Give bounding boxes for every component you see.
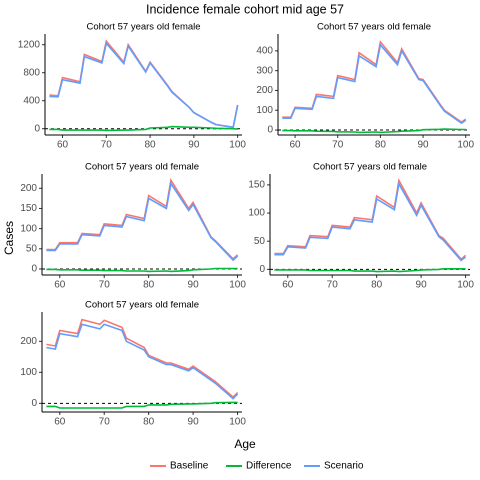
x-tick-label: 100 (229, 280, 246, 291)
series-line (49, 41, 239, 129)
x-tick-label: 100 (229, 417, 246, 428)
x-tick-label: 70 (101, 140, 113, 151)
series-line (274, 268, 466, 273)
x-tick-label: 80 (143, 417, 155, 428)
x-tick-label: 80 (375, 140, 387, 151)
x-tick-label: 70 (99, 417, 111, 428)
x-tick-label: 80 (371, 280, 383, 291)
y-tick-label: 200 (20, 336, 37, 347)
x-tick-label: 90 (188, 280, 200, 291)
x-tick-label: 100 (457, 280, 474, 291)
y-tick-label: 0 (267, 125, 273, 136)
x-tick-label: 60 (54, 280, 66, 291)
x-tick-label: 90 (188, 417, 200, 428)
series-line (282, 43, 467, 125)
y-tick-label: 800 (23, 67, 40, 78)
legend-label: Scenario (324, 461, 364, 472)
x-tick-label: 90 (418, 140, 430, 151)
y-tick-label: 400 (256, 45, 273, 56)
y-tick-label: 150 (248, 180, 265, 191)
y-tick-label: 200 (20, 183, 37, 194)
y-tick-label: 100 (256, 105, 273, 116)
x-tick-label: 70 (327, 280, 339, 291)
series-line (46, 318, 239, 399)
panel-title: Cohort 57 years old female (86, 22, 200, 33)
y-tick-label: 300 (256, 65, 273, 76)
y-tick-label: 100 (20, 367, 37, 378)
x-tick-label: 60 (54, 417, 66, 428)
x-tick-label: 100 (457, 140, 474, 151)
y-tick-label: 50 (254, 236, 266, 247)
y-tick-label: 150 (20, 203, 37, 214)
x-tick-label: 90 (188, 140, 200, 151)
y-axis-label: Cases (2, 221, 16, 255)
x-tick-label: 80 (143, 280, 155, 291)
y-tick-label: 0 (31, 264, 37, 275)
x-tick-label: 60 (282, 280, 294, 291)
y-tick-label: 100 (248, 208, 265, 219)
x-tick-label: 60 (57, 140, 69, 151)
series-line (46, 401, 238, 409)
panel-title: Cohort 57 years old female (313, 162, 427, 173)
x-tick-label: 90 (416, 280, 428, 291)
y-tick-label: 400 (23, 95, 40, 106)
y-tick-label: 0 (259, 264, 265, 275)
x-tick-label: 100 (229, 140, 246, 151)
panel-title: Cohort 57 years old female (85, 162, 199, 173)
series-line (282, 128, 466, 134)
series-line (46, 323, 239, 400)
legend-label: Baseline (170, 461, 209, 472)
panel-title: Cohort 57 years old female (85, 300, 199, 311)
y-tick-label: 0 (34, 123, 40, 134)
y-tick-label: 50 (26, 243, 38, 254)
x-axis-label: Age (234, 437, 256, 451)
series-line (274, 181, 467, 262)
y-tick-label: 100 (20, 223, 37, 234)
x-tick-label: 60 (290, 140, 302, 151)
y-tick-label: 1200 (18, 39, 41, 50)
x-tick-label: 70 (99, 280, 111, 291)
series-line (49, 125, 238, 132)
figure-title: Incidence female cohort mid age 57 (146, 2, 344, 16)
x-tick-label: 70 (332, 140, 344, 151)
series-line (46, 267, 238, 273)
panel-title: Cohort 57 years old female (317, 22, 431, 33)
y-tick-label: 0 (31, 398, 37, 409)
legend-label: Difference (246, 461, 292, 472)
y-tick-label: 200 (256, 85, 273, 96)
x-tick-label: 80 (145, 140, 157, 151)
series-line (46, 181, 239, 262)
